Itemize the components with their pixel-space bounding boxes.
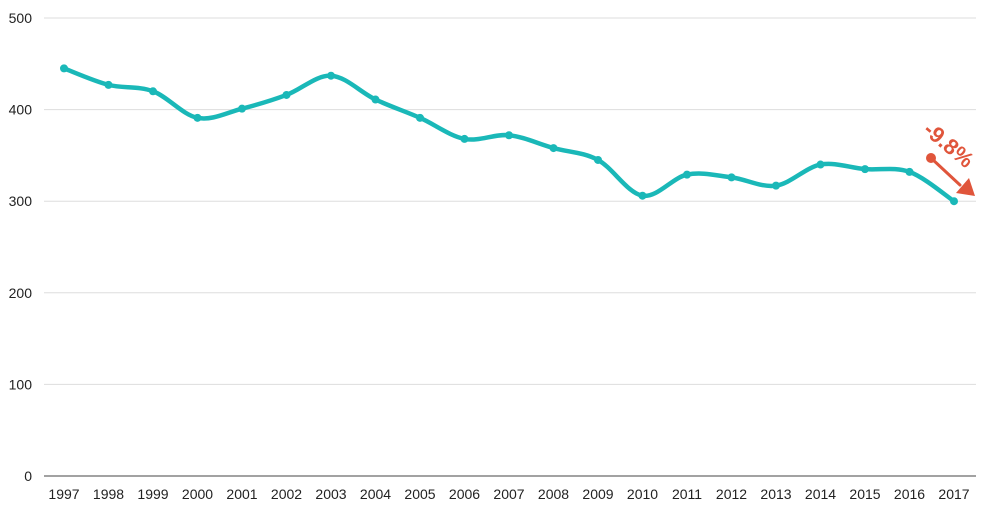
y-axis-ticks: 0 100 200 300 400 500 [9, 10, 33, 484]
y-tick-label: 500 [9, 10, 33, 26]
down-arrow-icon [929, 156, 962, 187]
data-point [505, 131, 513, 140]
data-point [371, 95, 380, 104]
grid-lines [44, 17, 976, 477]
x-tick-label: 2001 [226, 486, 257, 502]
x-tick-label: 1997 [48, 486, 79, 502]
data-point [327, 71, 335, 80]
x-tick-label: 2014 [805, 486, 836, 502]
x-tick-label: 2013 [760, 486, 791, 502]
y-tick-label: 100 [9, 376, 33, 392]
data-point [416, 113, 424, 122]
x-tick-label: 2009 [582, 486, 613, 502]
x-tick-label: 2015 [849, 486, 880, 502]
data-point [193, 113, 202, 122]
data-point [60, 64, 68, 73]
data-point [816, 160, 825, 169]
x-tick-label: 2012 [716, 486, 747, 502]
y-tick-label: 300 [9, 193, 33, 209]
y-tick-label: 400 [9, 102, 33, 118]
x-tick-label: 2003 [315, 486, 346, 502]
x-tick-label: 2006 [449, 486, 480, 502]
data-point [861, 165, 869, 174]
data-point [549, 144, 558, 153]
x-tick-label: 2011 [672, 486, 702, 502]
arrow-head-icon [956, 178, 975, 196]
x-tick-label: 1999 [137, 486, 168, 502]
data-point [282, 90, 291, 99]
x-tick-label: 2005 [404, 486, 435, 502]
data-point [772, 181, 780, 190]
y-tick-label: 200 [9, 285, 33, 301]
x-tick-label: 2008 [538, 486, 569, 502]
data-point [727, 173, 736, 182]
data-point [460, 134, 469, 143]
series-points [60, 64, 958, 206]
x-tick-label: 2007 [493, 486, 524, 502]
x-tick-label: 1998 [93, 486, 124, 502]
x-tick-label: 2004 [360, 486, 391, 502]
x-tick-label: 2016 [894, 486, 925, 502]
data-point [683, 170, 691, 179]
arrow-start-dot [926, 153, 936, 163]
data-point [950, 197, 958, 206]
x-tick-label: 2010 [627, 486, 658, 502]
x-axis-ticks: 1997 1998 1999 2000 2001 2002 2003 2004 2005 2006… [48, 486, 969, 502]
data-point [638, 191, 647, 200]
data-point [905, 167, 914, 176]
data-point [594, 155, 602, 164]
data-point [104, 80, 113, 89]
change-percent-label: -9.8% [919, 117, 979, 173]
x-tick-label: 2000 [182, 486, 213, 502]
data-point [149, 87, 157, 96]
y-tick-label: 0 [24, 468, 32, 484]
x-tick-label: 2002 [271, 486, 302, 502]
x-tick-label: 2017 [938, 486, 969, 502]
data-point [238, 104, 246, 113]
